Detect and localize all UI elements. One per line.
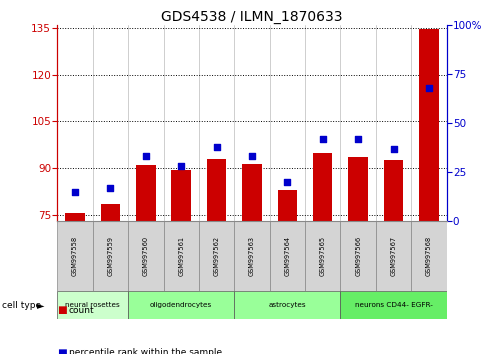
Bar [340,291,447,319]
Text: ►: ► [37,300,45,310]
Point [71,189,79,195]
Point [177,163,185,169]
Bar [101,204,120,221]
Text: cell type: cell type [2,301,41,310]
Text: GSM997564: GSM997564 [284,236,290,276]
Bar [207,159,227,221]
Text: count: count [69,306,94,315]
Bar [305,221,340,291]
Bar [340,221,376,291]
Bar [136,165,156,221]
Bar [199,221,235,291]
Text: GSM997567: GSM997567 [391,236,397,276]
Bar [57,291,128,319]
Text: percentile rank within the sample: percentile rank within the sample [69,348,222,354]
Text: GSM997558: GSM997558 [72,236,78,276]
Text: neural rosettes: neural rosettes [65,302,120,308]
Text: astrocytes: astrocytes [268,302,306,308]
Text: ■: ■ [57,348,67,354]
Bar [384,160,403,221]
Bar [411,221,447,291]
Point [425,85,433,91]
Bar [164,221,199,291]
Text: GSM997562: GSM997562 [214,236,220,276]
Bar [313,153,332,221]
Text: GSM997565: GSM997565 [320,236,326,276]
Point [390,146,398,152]
Text: neurons CD44- EGFR-: neurons CD44- EGFR- [355,302,433,308]
Bar [128,291,235,319]
Bar [172,170,191,221]
Bar [243,164,261,221]
Bar [128,221,164,291]
Bar [419,29,439,221]
Bar [277,190,297,221]
Bar [57,221,93,291]
Bar [235,291,340,319]
Point [354,136,362,142]
Text: GSM997568: GSM997568 [426,236,432,276]
Text: GSM997559: GSM997559 [107,236,113,276]
Bar [65,213,85,221]
Text: ■: ■ [57,305,67,315]
Text: GSM997560: GSM997560 [143,236,149,276]
Point [319,136,327,142]
Text: GSM997561: GSM997561 [178,236,184,276]
Bar [348,157,368,221]
Bar [376,221,411,291]
Point [248,154,256,159]
Text: oligodendrocytes: oligodendrocytes [150,302,213,308]
Title: GDS4538 / ILMN_1870633: GDS4538 / ILMN_1870633 [161,10,343,24]
Bar [93,221,128,291]
Bar [235,221,269,291]
Point [213,144,221,149]
Text: GSM997563: GSM997563 [249,236,255,276]
Point [283,179,291,185]
Bar [269,221,305,291]
Point [106,185,114,190]
Text: GSM997566: GSM997566 [355,236,361,276]
Point [142,154,150,159]
